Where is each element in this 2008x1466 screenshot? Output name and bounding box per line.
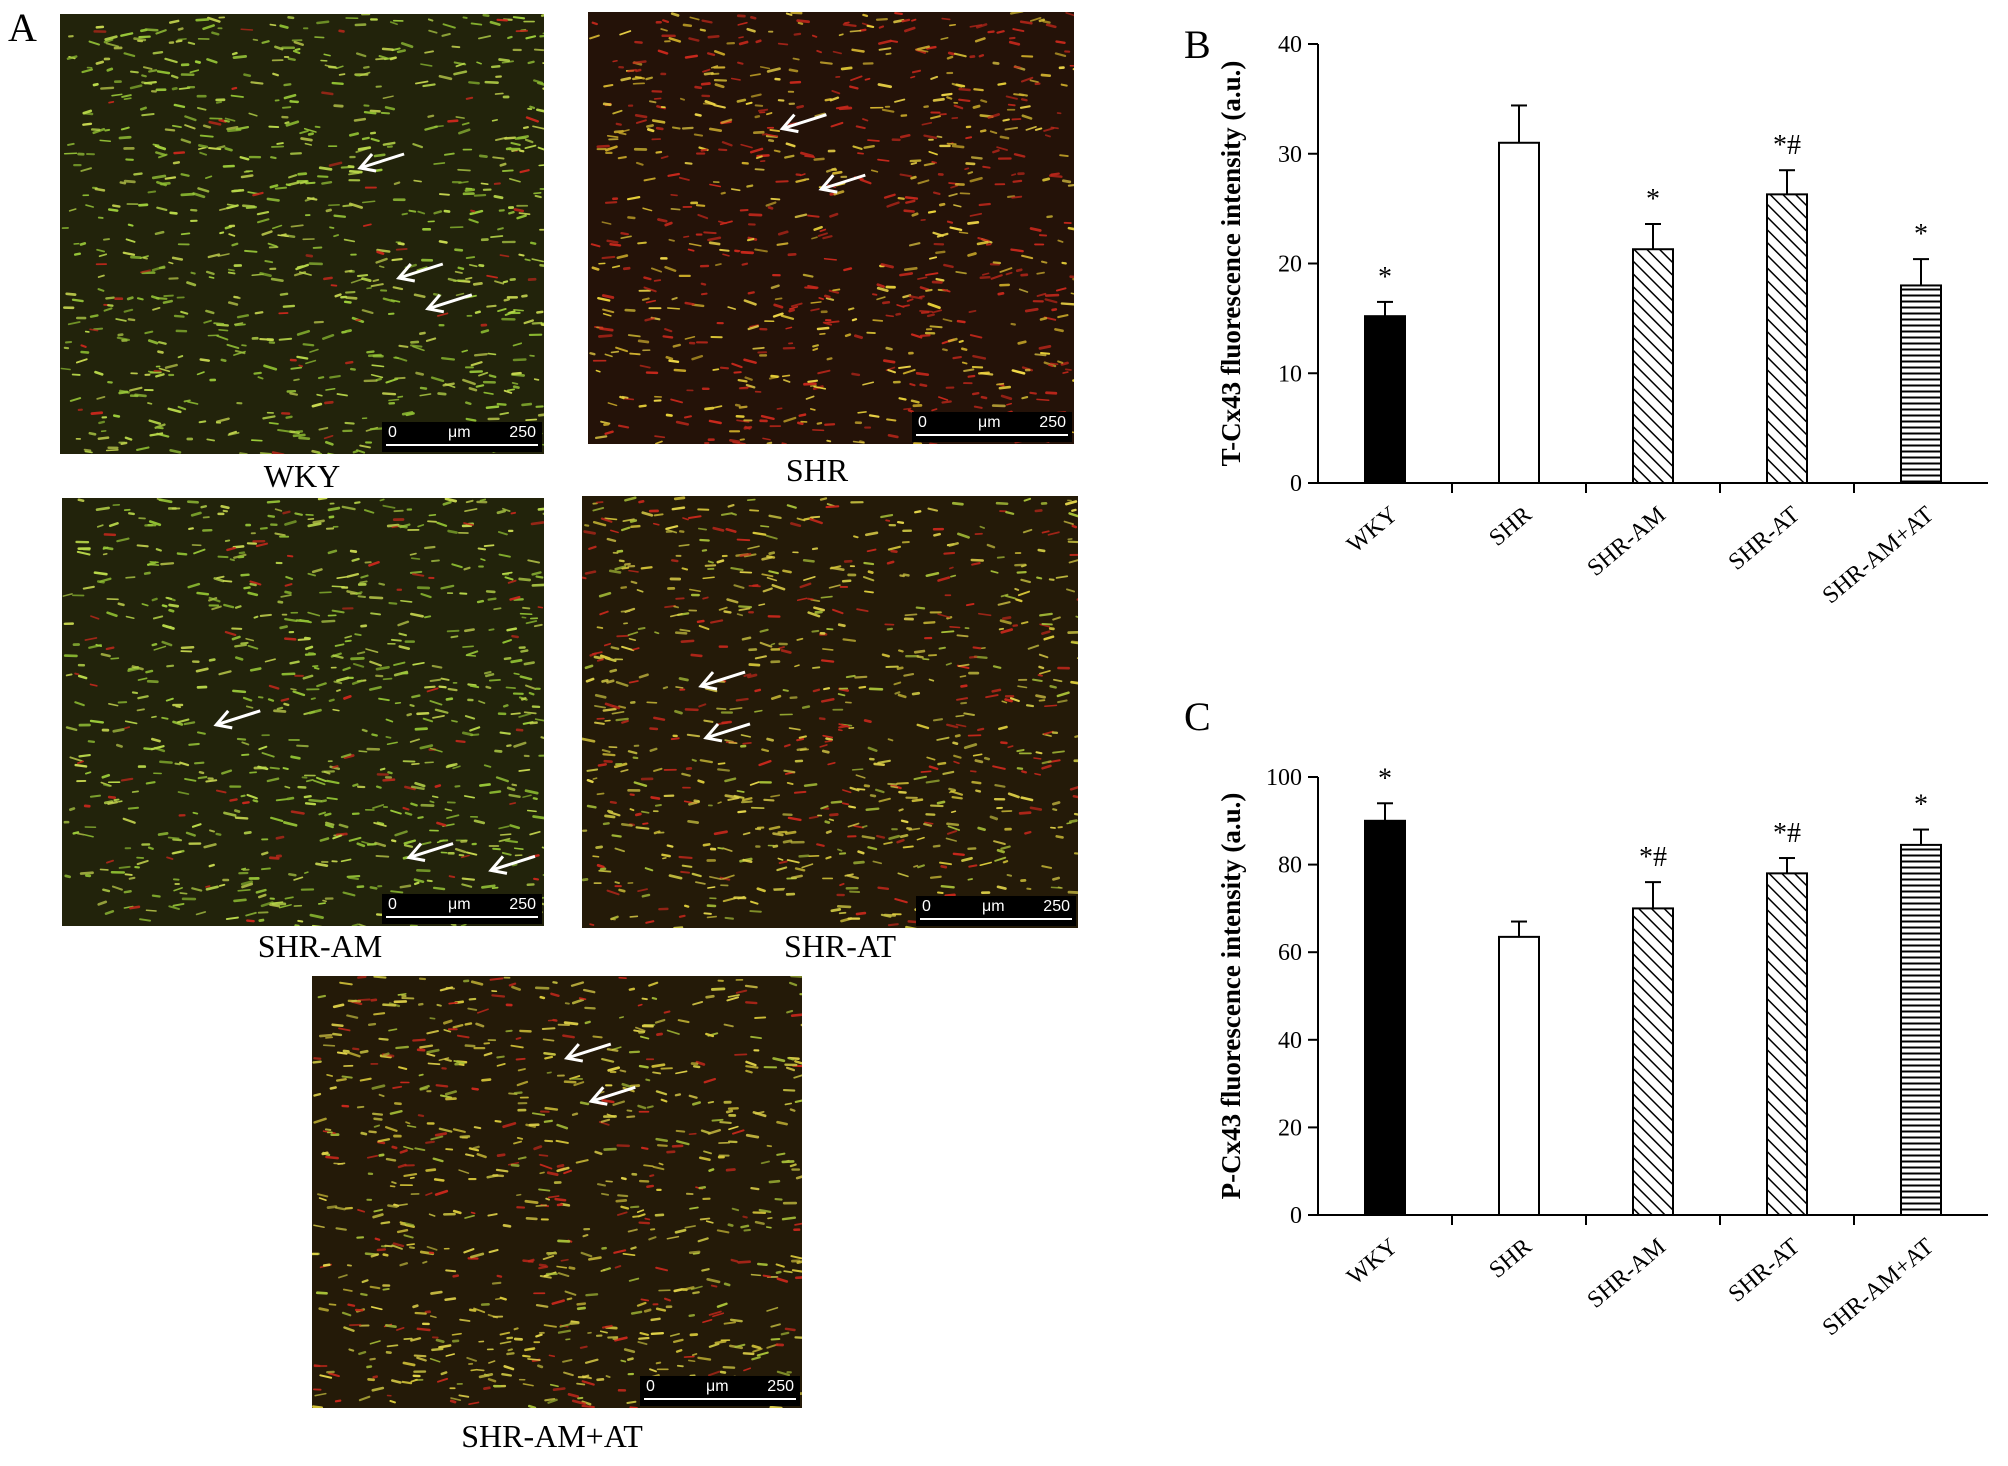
micrograph-caption-shr-am: SHR-AM	[257, 928, 383, 964]
x-tick-label: SHR	[1484, 502, 1536, 552]
error-bar	[1511, 920, 1527, 937]
significance-marker: *#	[1639, 842, 1667, 873]
arrow-icon	[703, 722, 751, 743]
x-tick-label: SHR-AM+AT	[1818, 501, 1939, 609]
x-tick-label: WKY	[1342, 502, 1403, 559]
micrograph-texture	[312, 976, 802, 1408]
micrograph-texture	[62, 498, 544, 926]
bar-shr-at	[1766, 872, 1808, 1217]
y-tick-label: 40	[1278, 32, 1302, 58]
significance-marker: *	[1646, 184, 1660, 215]
error-bar	[1645, 881, 1661, 909]
error-bar	[1913, 258, 1929, 286]
significance-marker: *#	[1773, 818, 1801, 849]
scale-bar: 0 μm 250	[916, 896, 1076, 926]
panel-letter: C	[1184, 694, 1211, 739]
x-tick-label: SHR-AT	[1724, 1233, 1805, 1307]
bar-shr-am-at	[1900, 284, 1942, 485]
y-tick-label: 0	[1290, 1203, 1302, 1229]
micrograph-texture	[60, 14, 544, 454]
y-tick-label: 40	[1278, 1028, 1302, 1054]
significance-marker: *	[1914, 219, 1928, 250]
arrow-icon	[406, 842, 454, 862]
y-tick-label: 30	[1278, 142, 1302, 168]
micrograph-wky: 0 μm 250	[60, 14, 544, 454]
bar-shr-am	[1632, 907, 1674, 1216]
scale-bar: 0 μm 250	[640, 1376, 800, 1406]
micrograph-texture	[582, 496, 1078, 928]
arrow-icon	[818, 173, 866, 194]
micrograph-shr-am: 0 μm 250	[62, 498, 544, 926]
x-tick-label: SHR-AM	[1583, 502, 1671, 582]
micrograph-texture	[589, 12, 1074, 444]
bar-shr-at	[1766, 193, 1808, 484]
error-bar	[1645, 222, 1661, 250]
arrow-icon	[488, 854, 536, 875]
x-tick-label: SHR-AT	[1724, 501, 1805, 575]
chart-b-tcx43: B 0 10 20 30 40 T-Cx43 fluorescence intensity …	[1184, 22, 1988, 609]
scale-bar: 0 μm 250	[912, 412, 1072, 442]
scale-bar: 0 μm 250	[382, 422, 542, 452]
x-tick-label: WKY	[1342, 1234, 1403, 1291]
micrograph-shr-am-at: 0 μm 250	[312, 976, 802, 1408]
arrow-icon	[213, 709, 261, 730]
significance-marker: *#	[1773, 130, 1801, 161]
bar-wky	[1364, 819, 1406, 1217]
arrow-icon	[698, 670, 746, 691]
x-tick-label: SHR	[1484, 1234, 1536, 1284]
significance-marker: *	[1378, 763, 1392, 794]
y-tick-label: 10	[1278, 361, 1302, 387]
y-tick-label: 0	[1290, 471, 1302, 497]
bar-shr	[1498, 141, 1540, 484]
arrow-icon	[588, 1085, 636, 1106]
error-bar	[1377, 802, 1393, 821]
y-tick-label: 20	[1278, 1115, 1302, 1141]
y-tick-label: 80	[1278, 853, 1302, 879]
chart-c-pcx43: C 0 20 40 60 80 100 P-Cx43 fluorescence intensi…	[1184, 694, 1988, 1341]
bar-shr-am-at	[1900, 843, 1942, 1216]
x-tick-label: SHR-AM+AT	[1818, 1233, 1939, 1341]
y-axis-label: T-Cx43 fluorescence intensity (a.u.)	[1216, 61, 1246, 467]
scale-bar: 0 μm 250	[382, 894, 542, 924]
x-tick-label: SHR-AM	[1583, 1234, 1671, 1314]
arrow-icon	[425, 293, 473, 314]
error-bar	[1779, 857, 1795, 874]
micrograph-caption-wky: WKY	[263, 458, 341, 494]
arrow-icon	[395, 262, 444, 283]
micrograph-caption-shr-at: SHR-AT	[783, 928, 896, 964]
bar-shr-am	[1632, 248, 1674, 484]
micrograph-caption-shr: SHR	[785, 452, 849, 488]
micrograph-shr-at: 0 μm 250	[582, 496, 1078, 928]
arrow-icon	[563, 1042, 612, 1063]
error-bar	[1377, 300, 1393, 317]
significance-marker: *	[1378, 262, 1392, 293]
y-tick-label: 100	[1266, 765, 1302, 791]
panel-a-letter: A	[8, 5, 37, 50]
error-bar	[1779, 169, 1795, 195]
arrow-icon	[779, 113, 827, 134]
panel-letter: B	[1184, 22, 1211, 67]
arrow-icon	[357, 152, 405, 173]
micrograph-caption-shr-am-at: SHR-AM+AT	[461, 1418, 643, 1454]
error-bar	[1913, 828, 1929, 845]
micrograph-shr: 0 μm 250	[588, 12, 1074, 444]
y-tick-label: 60	[1278, 940, 1302, 966]
significance-marker: *	[1914, 790, 1928, 821]
bar-wky	[1364, 315, 1406, 484]
y-tick-label: 20	[1278, 252, 1302, 278]
error-bar	[1511, 104, 1527, 143]
bar-shr	[1498, 935, 1540, 1216]
y-axis-label: P-Cx43 fluorescence intensity (a.u.)	[1216, 793, 1246, 1200]
